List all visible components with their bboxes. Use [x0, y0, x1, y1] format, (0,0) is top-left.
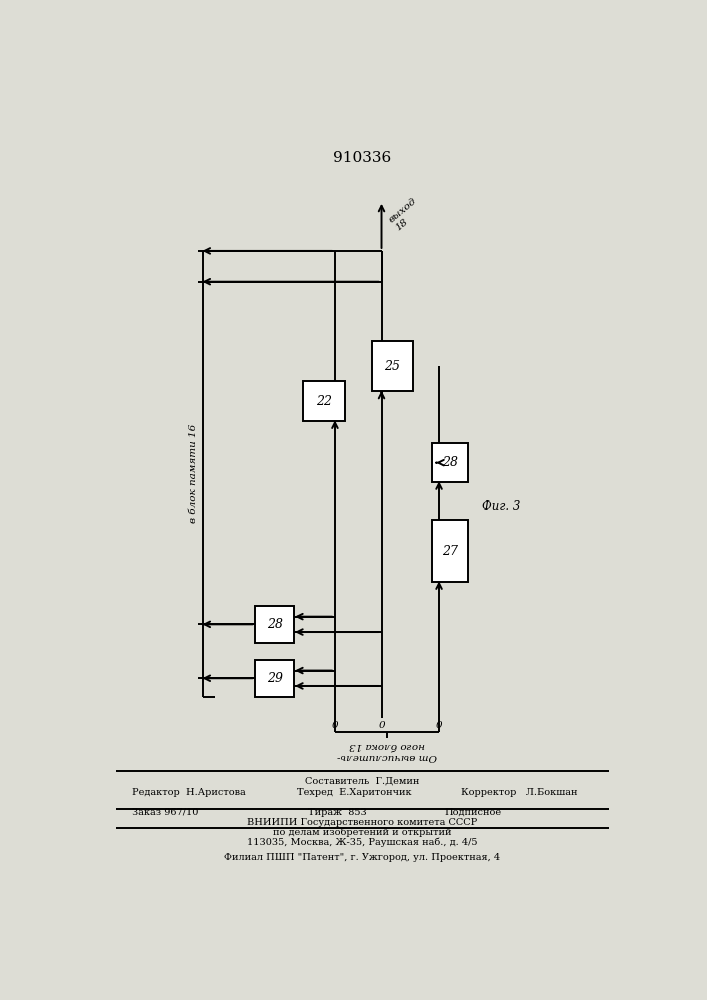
- Text: Филиал ПШП "Патент", г. Ужгород, ул. Проектная, 4: Филиал ПШП "Патент", г. Ужгород, ул. Про…: [224, 853, 501, 862]
- Text: 0: 0: [378, 721, 385, 730]
- Text: Составитель  Г.Демин: Составитель Г.Демин: [305, 776, 419, 785]
- Text: Тираж  853: Тираж 853: [308, 808, 366, 817]
- Bar: [303, 381, 344, 421]
- Text: 22: 22: [316, 395, 332, 408]
- Text: 25: 25: [385, 360, 400, 373]
- Text: по делам изобретений и открытий: по делам изобретений и открытий: [273, 828, 452, 837]
- Text: 0: 0: [436, 721, 443, 730]
- Text: Корректор   Л.Бокшан: Корректор Л.Бокшан: [461, 788, 578, 797]
- Text: выход
18: выход 18: [387, 196, 425, 232]
- Bar: [255, 606, 294, 643]
- Text: 28: 28: [267, 618, 283, 631]
- Text: Фиг. 3: Фиг. 3: [481, 500, 520, 513]
- Text: От вычислитель-
ного блока 13: От вычислитель- ного блока 13: [337, 741, 437, 761]
- Text: Техред  Е.Харитончик: Техред Е.Харитончик: [297, 788, 411, 797]
- Bar: [372, 341, 413, 391]
- Text: 28: 28: [442, 456, 458, 469]
- Text: 27: 27: [442, 545, 458, 558]
- Bar: [432, 443, 468, 482]
- Text: Редактор  Н.Аристова: Редактор Н.Аристова: [132, 788, 246, 797]
- Text: 29: 29: [267, 672, 283, 685]
- Text: Заказ 967/10: Заказ 967/10: [132, 808, 199, 817]
- Text: ВНИИПИ Государственного комитета СССР: ВНИИПИ Государственного комитета СССР: [247, 818, 477, 827]
- Bar: [255, 660, 294, 697]
- Text: 113035, Москва, Ж-35, Раушская наб., д. 4/5: 113035, Москва, Ж-35, Раушская наб., д. …: [247, 838, 478, 847]
- Text: 910336: 910336: [333, 151, 392, 165]
- Text: Подписное: Подписное: [445, 808, 502, 817]
- Text: 0: 0: [332, 721, 338, 730]
- Bar: [432, 520, 468, 582]
- Text: в блок памяти 16: в блок памяти 16: [189, 424, 198, 523]
